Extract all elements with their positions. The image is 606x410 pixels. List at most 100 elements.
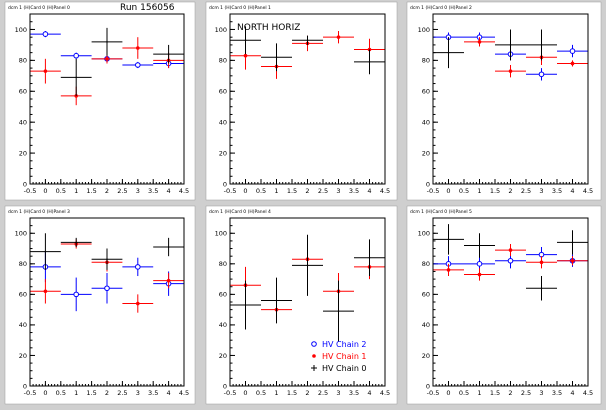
- y-tick-label: 40: [422, 118, 430, 126]
- x-tick-label: 0.5: [56, 389, 66, 397]
- x-tick-label: -0.5: [224, 389, 237, 397]
- x-tick-label: 4: [570, 389, 574, 397]
- data-point: [136, 301, 140, 306]
- pad-title: dcm 1 (H)Card 0 (H)Panel 5: [410, 209, 472, 215]
- data-point: [539, 260, 544, 265]
- data-point: [43, 289, 48, 294]
- data-point: [447, 51, 450, 54]
- x-tick-label: -0.5: [427, 187, 440, 195]
- x-tick-label: 4: [167, 187, 171, 195]
- x-tick-label: 2: [508, 187, 512, 195]
- x-tick-label: 3: [539, 187, 543, 195]
- data-point: [167, 53, 170, 55]
- pad-1: dcm 1 (H)Card 0 (H)Panel 1-0.5 0 0.5 1 1.5 2 2…: [205, 1, 398, 201]
- x-tick-label: 0: [243, 187, 247, 195]
- y-tick-label: 40: [422, 321, 430, 329]
- data-point: [476, 261, 483, 267]
- y-tick-label: 80: [219, 260, 227, 268]
- x-tick-label: 3: [336, 187, 340, 195]
- x-tick-label: 2.5: [318, 187, 328, 195]
- data-point: [73, 52, 79, 59]
- x-tick-label: 0.5: [56, 187, 66, 195]
- x-tick-label: 1.5: [490, 389, 500, 397]
- data-point: [570, 258, 575, 263]
- data-point: [569, 48, 576, 54]
- y-tick-label: 0: [23, 180, 27, 188]
- pad-background: [4, 205, 196, 405]
- y-tick-label: 40: [19, 321, 27, 329]
- x-tick-label: 2: [305, 187, 309, 195]
- y-tick-label: 60: [219, 88, 227, 96]
- pad-title: dcm 1 (H)Card 0 (H)Panel 2: [410, 5, 472, 11]
- legend-label: HV Chain 0: [322, 364, 367, 373]
- data-point: [540, 287, 543, 290]
- legend-item: HV Chain 0: [311, 364, 367, 373]
- pad-background: [4, 1, 196, 201]
- data-point: [306, 39, 309, 42]
- x-tick-label: 4: [367, 389, 371, 397]
- x-tick-label: 1.5: [490, 187, 500, 195]
- data-point: [571, 241, 574, 244]
- y-tick-label: 100: [215, 26, 227, 34]
- x-tick-label: 0.5: [256, 389, 266, 397]
- y-tick-label: 100: [215, 230, 227, 238]
- x-tick-label: 3.5: [552, 187, 562, 195]
- x-tick-label: 1: [274, 389, 278, 397]
- x-tick-label: 1: [74, 389, 78, 397]
- data-point: [73, 291, 79, 298]
- x-tick-label: 4: [570, 187, 574, 195]
- plot-frame: [229, 217, 386, 387]
- x-tick-label: 3.5: [349, 187, 359, 195]
- x-tick-label: 4: [167, 389, 171, 397]
- x-tick-label: 3.5: [552, 389, 562, 397]
- x-tick-label: 4: [367, 187, 371, 195]
- data-point: [75, 241, 77, 244]
- data-point: [508, 69, 513, 73]
- pad-0: dcm 1 (H)Card 0 (H)Panel 0-0.5 0 0.5 1 1.5 2 2…: [4, 1, 196, 201]
- data-point: [507, 257, 514, 264]
- data-point: [44, 250, 47, 253]
- y-tick-label: 100: [418, 230, 430, 238]
- data-point: [306, 264, 309, 267]
- y-tick-label: 80: [422, 57, 430, 65]
- data-point: [275, 299, 278, 302]
- x-tick-label: 0.5: [256, 187, 266, 195]
- y-tick-label: 40: [219, 118, 227, 126]
- data-point: [446, 268, 451, 272]
- x-tick-label: -0.5: [224, 187, 237, 195]
- x-tick-label: 4.5: [380, 389, 390, 397]
- pad-4: dcm 1 (H)Card 0 (H)Panel 4-0.5 0 0.5 1 1.5 2 2…: [205, 205, 398, 405]
- data-point: [136, 46, 140, 50]
- plot-frame: [432, 13, 589, 185]
- y-tick-label: 80: [219, 57, 227, 65]
- data-point: [106, 41, 108, 43]
- plot-frame: [432, 217, 589, 387]
- y-tick-label: 60: [422, 88, 430, 96]
- x-tick-label: 2.5: [521, 389, 531, 397]
- data-point: [167, 246, 170, 248]
- x-tick-label: 1: [477, 187, 481, 195]
- x-tick-label: 0: [43, 389, 47, 397]
- x-tick-label: 2: [508, 389, 512, 397]
- data-point: [105, 57, 109, 61]
- x-tick-label: 4.5: [380, 187, 390, 195]
- y-tick-label: 0: [23, 382, 27, 390]
- data-point: [337, 310, 340, 312]
- x-tick-label: 2.5: [117, 389, 127, 397]
- x-tick-label: 1: [74, 187, 78, 195]
- x-tick-label: 1.5: [86, 187, 96, 195]
- x-tick-label: 2.5: [117, 187, 127, 195]
- y-tick-label: 60: [219, 291, 227, 299]
- data-point: [478, 244, 481, 247]
- legend-label: HV Chain 2: [322, 340, 367, 349]
- y-tick-label: 60: [19, 88, 27, 96]
- x-tick-label: 4.5: [179, 389, 189, 397]
- pad-background: [406, 205, 602, 405]
- x-tick-label: 3: [136, 389, 140, 397]
- pad-background: [406, 1, 602, 201]
- data-point: [135, 264, 141, 270]
- x-tick-label: 2: [305, 389, 309, 397]
- data-point: [42, 31, 49, 37]
- data-point: [243, 53, 248, 58]
